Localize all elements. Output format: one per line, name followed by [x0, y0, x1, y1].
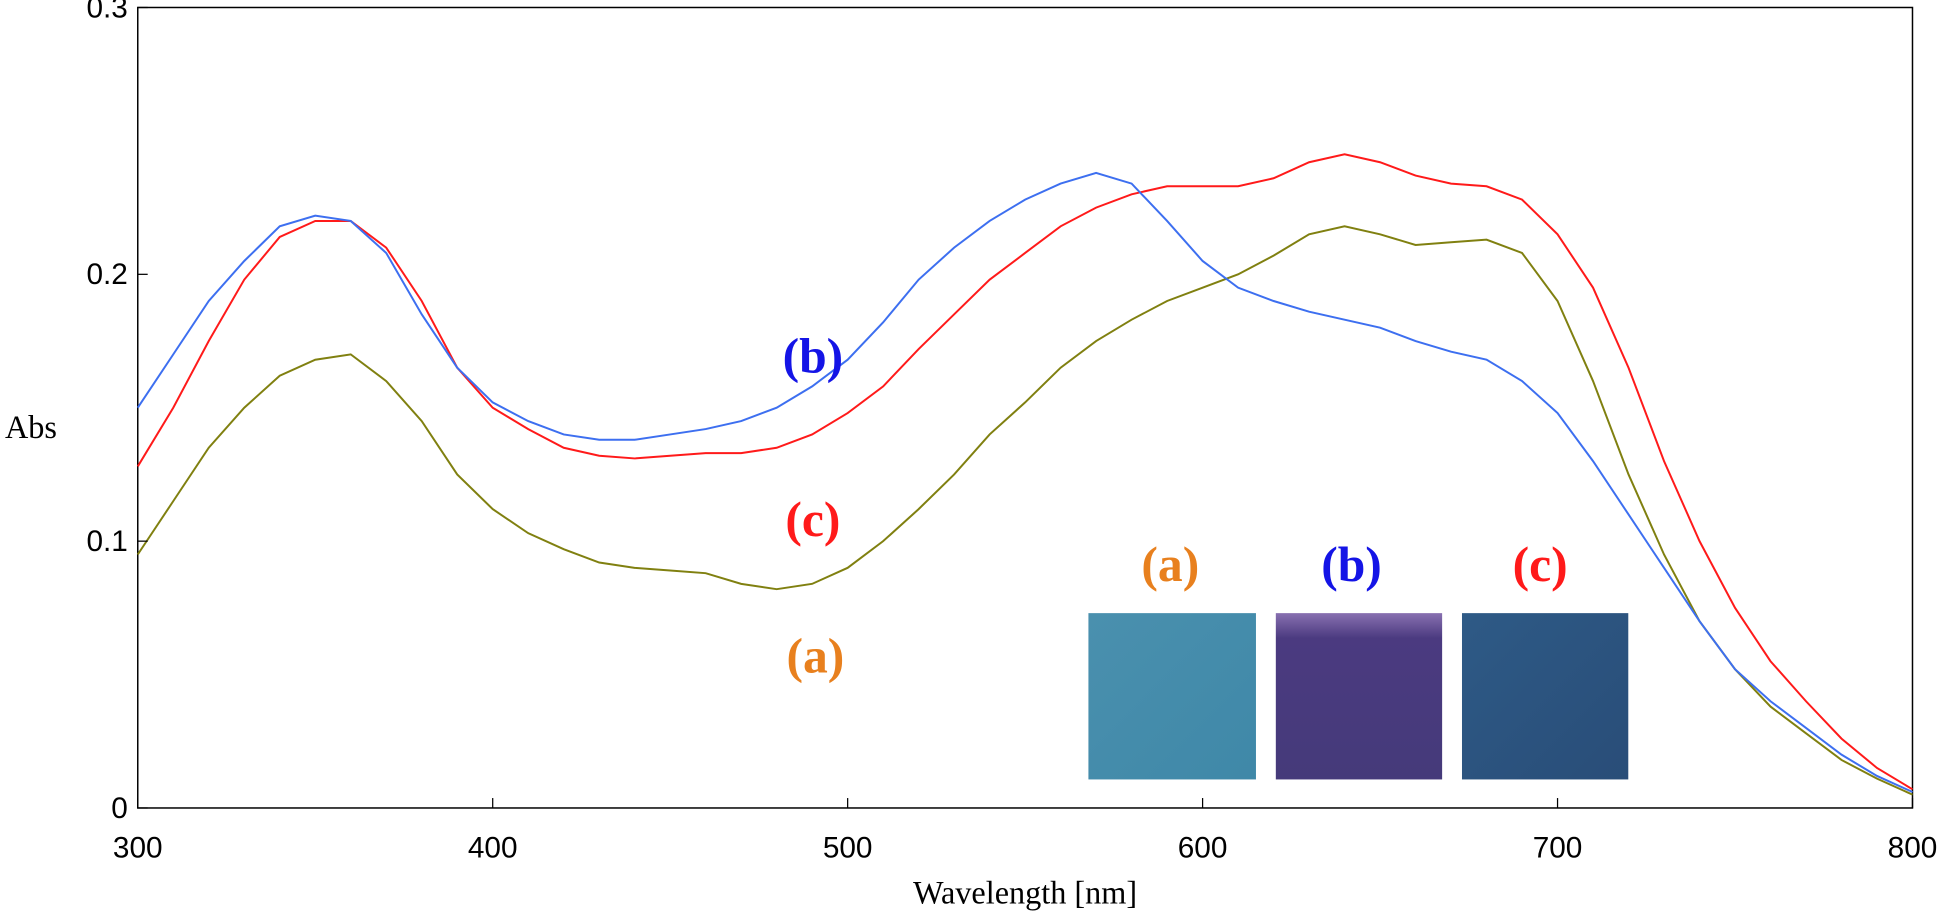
data-line: [136, 153, 1914, 791]
plot-frame: [137, 6, 1914, 809]
x-tick-label: 800: [1888, 832, 1938, 865]
annotation: (a): [786, 629, 844, 684]
annotation: (b): [1321, 537, 1382, 592]
annotation: (b): [783, 328, 844, 383]
sample-swatch: [1088, 613, 1256, 780]
x-tick-label: 500: [823, 832, 873, 865]
x-axis-label: Wavelength [nm]: [913, 875, 1137, 911]
x-tick-label: 400: [468, 832, 518, 865]
data-line: [136, 171, 1913, 793]
y-tick-label: 0: [111, 792, 128, 825]
x-tick-label: 600: [1178, 832, 1228, 865]
annotation: (a): [1141, 537, 1199, 592]
annotations: (b) (c) (a) (a) (b) (c): [783, 328, 1568, 683]
y-tick-label: 0.2: [86, 258, 127, 291]
annotation: (c): [785, 492, 840, 547]
x-tick-label: 700: [1533, 832, 1583, 865]
y-axis-label: Abs: [5, 409, 57, 445]
y-tick-label: 0.1: [86, 525, 127, 558]
sample-swatch: [1275, 613, 1443, 780]
data-line: [136, 225, 1913, 796]
x-tick-label: 300: [113, 832, 163, 865]
y-tick-label: 0.3: [86, 0, 127, 24]
sample-swatch: [1461, 613, 1629, 780]
annotation: (c): [1513, 537, 1568, 592]
lines: [136, 153, 1914, 796]
